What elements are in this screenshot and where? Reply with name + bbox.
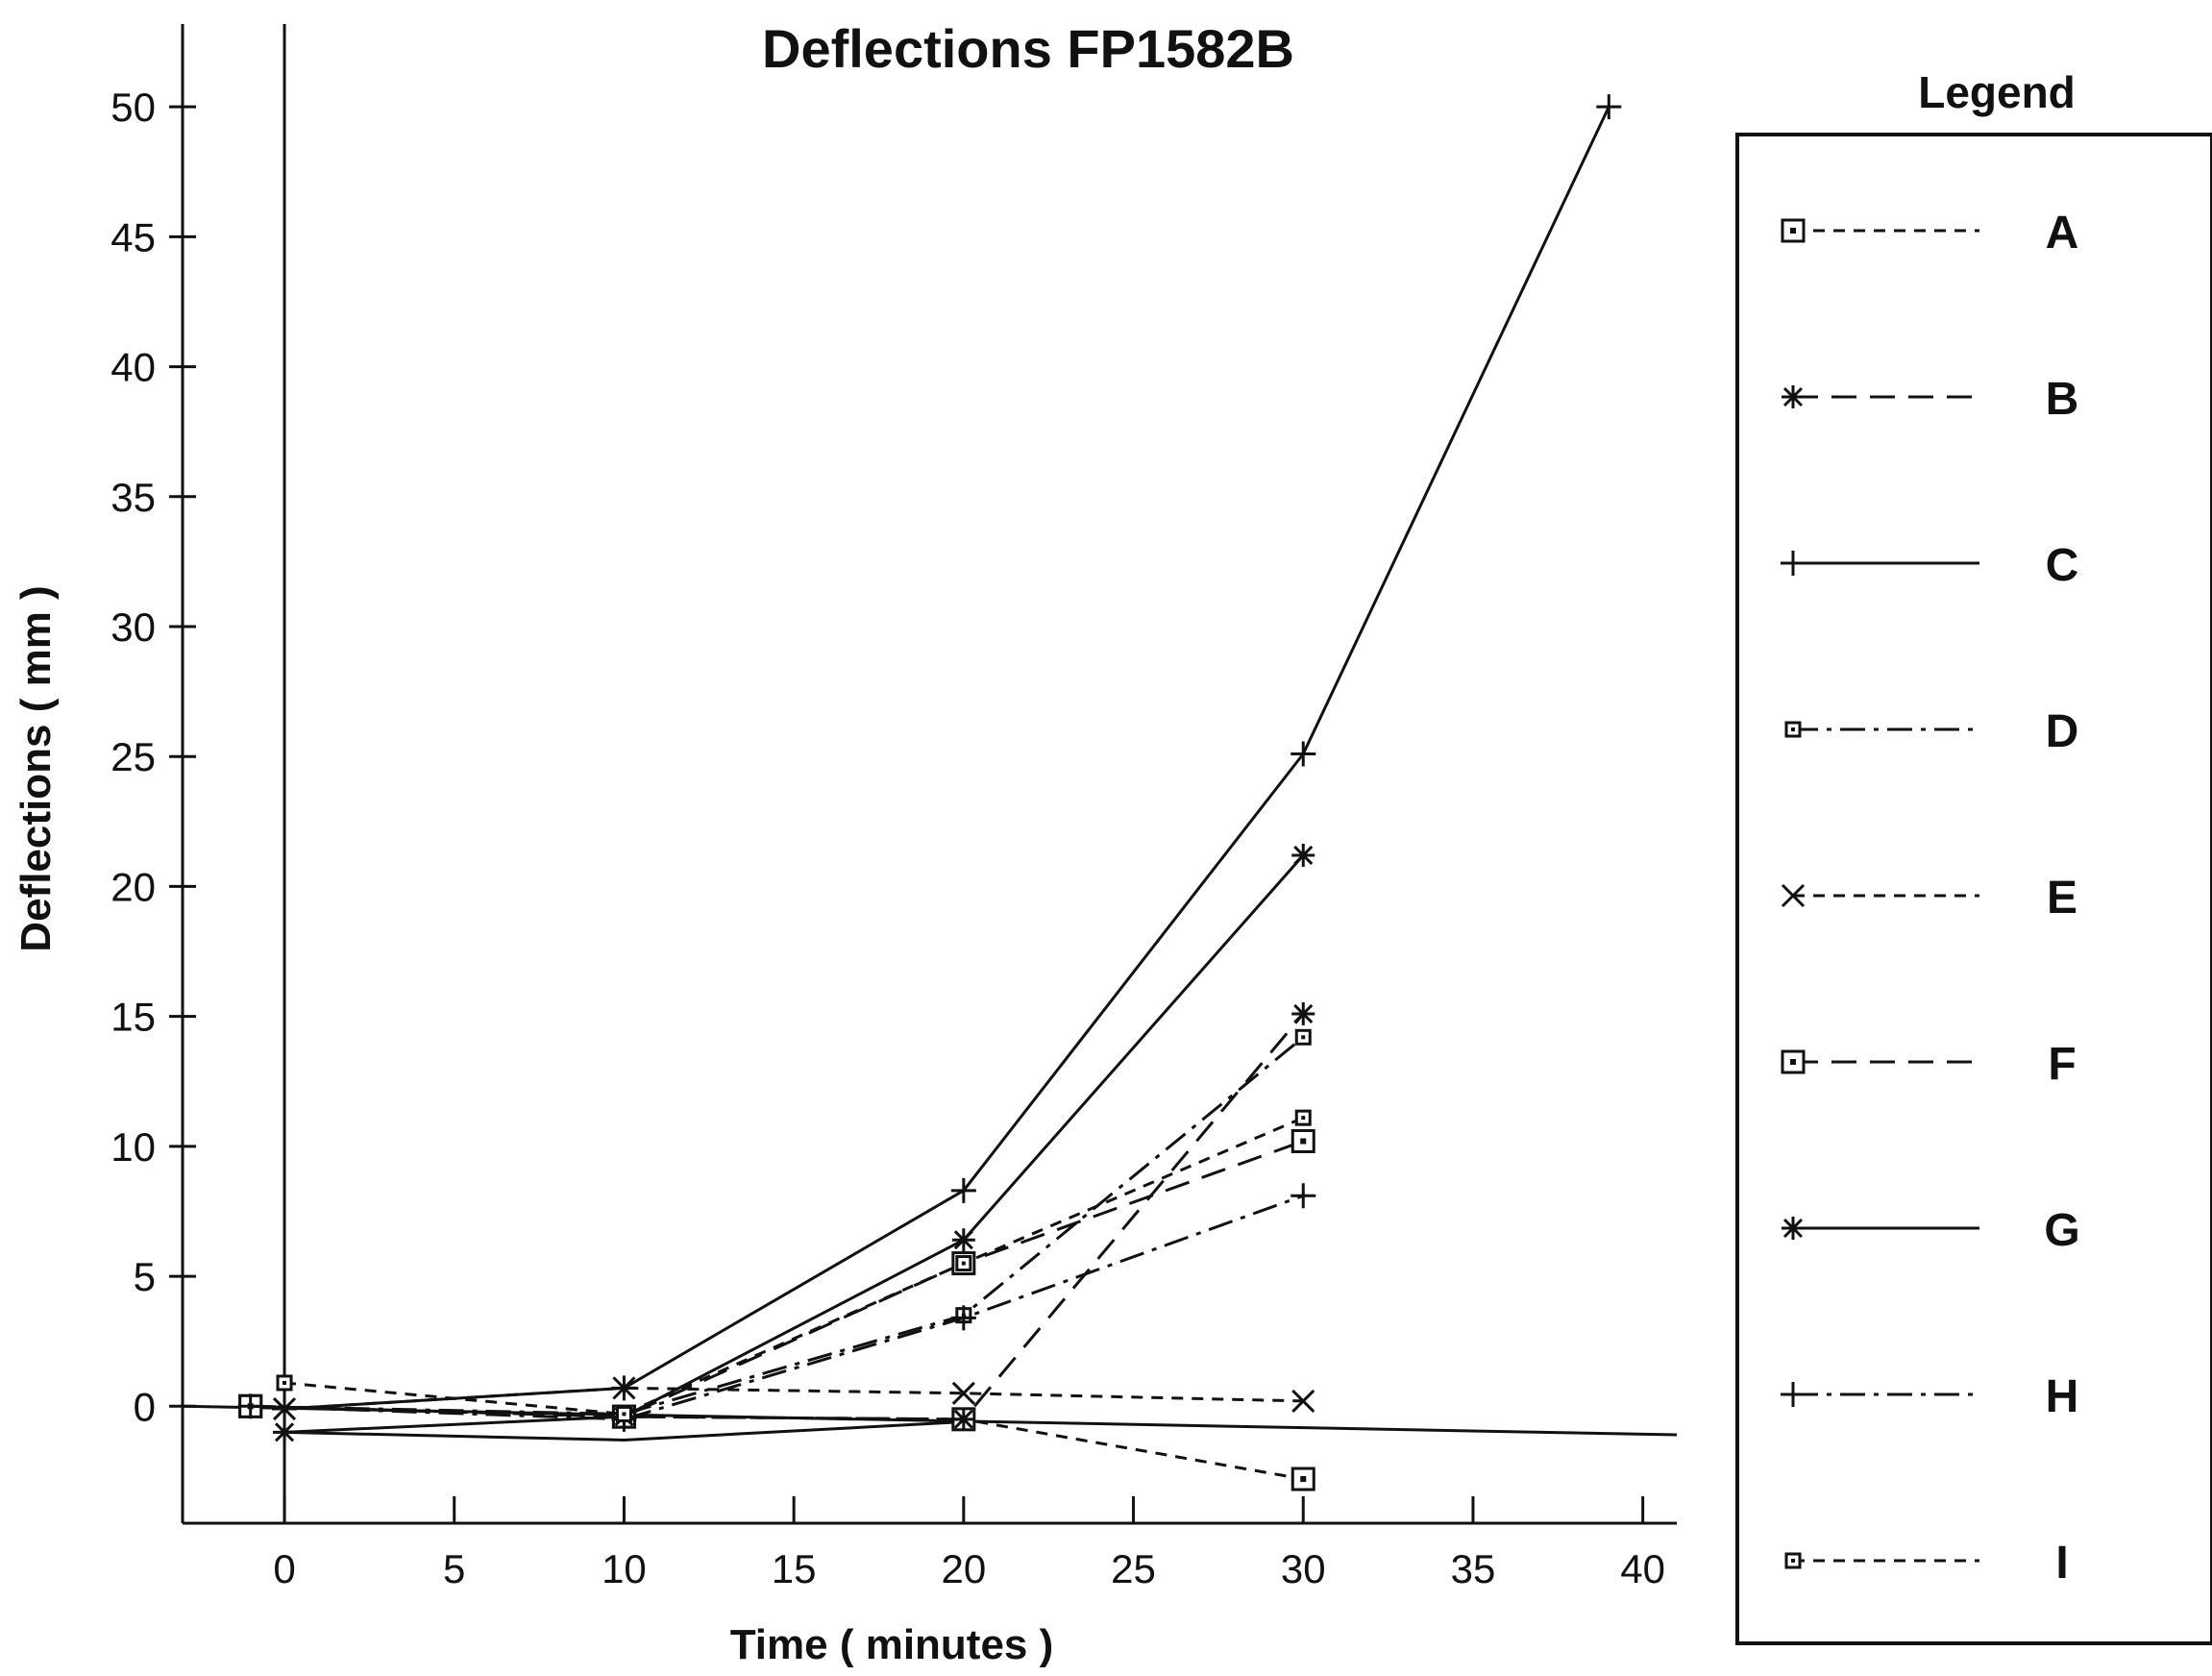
legend-item: B (1782, 374, 2078, 425)
y-tick-label: 25 (111, 734, 156, 779)
legend-title: Legend (1918, 67, 2076, 117)
y-tick-label: 30 (111, 604, 156, 650)
legend-label: C (2046, 540, 2079, 591)
legend-item: I (1784, 1538, 2069, 1589)
data-point (1781, 551, 1806, 576)
data-point (273, 1420, 297, 1444)
legend-label: I (2055, 1538, 2068, 1589)
series-line (283, 1116, 1304, 1416)
data-point (1291, 1001, 1315, 1025)
x-tick-label: 25 (1111, 1546, 1156, 1591)
y-tick-label: 5 (134, 1254, 156, 1299)
x-axis-title: Time ( minutes ) (730, 1621, 1054, 1668)
data-point (1781, 1049, 1806, 1074)
series-line (283, 853, 1305, 1434)
x-tick-label: 40 (1620, 1546, 1665, 1591)
y-tick-label: 20 (111, 864, 156, 909)
legend-item: H (1781, 1371, 2078, 1422)
series-c (272, 94, 1622, 1422)
series-line (250, 1036, 1305, 1416)
data-point (951, 1407, 975, 1431)
x-tick-label: 10 (602, 1546, 647, 1591)
y-tick-label: 10 (111, 1124, 156, 1170)
reference-line (182, 1404, 1678, 1437)
legend: A B C D E F G H I (1735, 133, 2212, 1645)
x-tick-label: 5 (443, 1546, 465, 1591)
legend-item: A (1781, 208, 2079, 259)
data-point (950, 1177, 976, 1203)
data-point (1291, 1389, 1315, 1413)
data-point (1290, 1128, 1315, 1153)
series-h (237, 1183, 1316, 1432)
legend-item: E (1781, 873, 2077, 924)
y-tick-label: 0 (134, 1384, 156, 1429)
data-point (276, 1374, 293, 1392)
legend-label: D (2046, 706, 2079, 757)
y-tick-label: 35 (111, 475, 156, 520)
data-point (237, 1393, 263, 1419)
chart-title: Deflections FP1582B (762, 18, 1294, 79)
y-tick-label: 15 (111, 995, 156, 1040)
x-tick-label: 30 (1281, 1546, 1326, 1591)
data-point (1784, 1552, 1802, 1569)
series-i (276, 1109, 1312, 1422)
data-point (1781, 1382, 1806, 1407)
data-point (612, 1376, 636, 1400)
data-point (951, 1381, 975, 1405)
series-f (238, 1128, 1315, 1429)
data-point (1291, 843, 1315, 867)
data-point (1290, 741, 1316, 767)
data-point (1290, 1466, 1315, 1491)
x-tick-label: 20 (941, 1546, 986, 1591)
legend-label: H (2046, 1371, 2079, 1422)
series-line (250, 1194, 1304, 1421)
data-point (1294, 1109, 1312, 1126)
reference-line (283, 1420, 964, 1442)
data-point (1781, 883, 1806, 908)
data-point (1782, 1217, 1805, 1240)
data-point (1290, 1183, 1316, 1209)
legend-item: C (1781, 540, 2078, 591)
legend-label: F (2048, 1039, 2076, 1090)
x-tick-label: 15 (772, 1546, 817, 1591)
data-point (951, 1228, 975, 1252)
legend-item: F (1781, 1039, 2077, 1090)
data-point (1784, 721, 1802, 738)
y-tick-label: 50 (111, 85, 156, 130)
series-line (250, 1140, 1304, 1418)
legend-label: B (2046, 374, 2079, 425)
legend-label: G (2044, 1205, 2079, 1256)
series-b (238, 1001, 1315, 1431)
y-tick-label: 45 (111, 214, 156, 259)
legend-label: A (2046, 208, 2079, 259)
data-point (1596, 94, 1622, 120)
data-point (955, 1255, 972, 1272)
data-point (1294, 1028, 1312, 1046)
series-line (250, 1404, 1304, 1481)
plot-area: 0 5 10 15 20 25 30 35 40 45 50 0 5 10 15 20 25 30 35 40 (111, 24, 1678, 1591)
series-g (273, 843, 1315, 1444)
legend-box (1735, 133, 2212, 1645)
series-line (250, 1012, 1305, 1421)
y-tick-label: 40 (111, 345, 156, 390)
series-d (242, 1028, 1312, 1422)
x-tick-label: 35 (1451, 1546, 1496, 1591)
data-point (1782, 385, 1805, 408)
series-line (283, 106, 1610, 1411)
data-point (615, 1405, 632, 1422)
data-point (1781, 218, 1806, 243)
legend-item: D (1784, 706, 2079, 757)
data-point (950, 1305, 976, 1331)
y-axis-title: Deflections ( mm ) (12, 585, 60, 951)
legend-label: E (2047, 873, 2077, 924)
legend-item: G (1782, 1205, 2080, 1256)
x-tick-label: 0 (273, 1546, 295, 1591)
